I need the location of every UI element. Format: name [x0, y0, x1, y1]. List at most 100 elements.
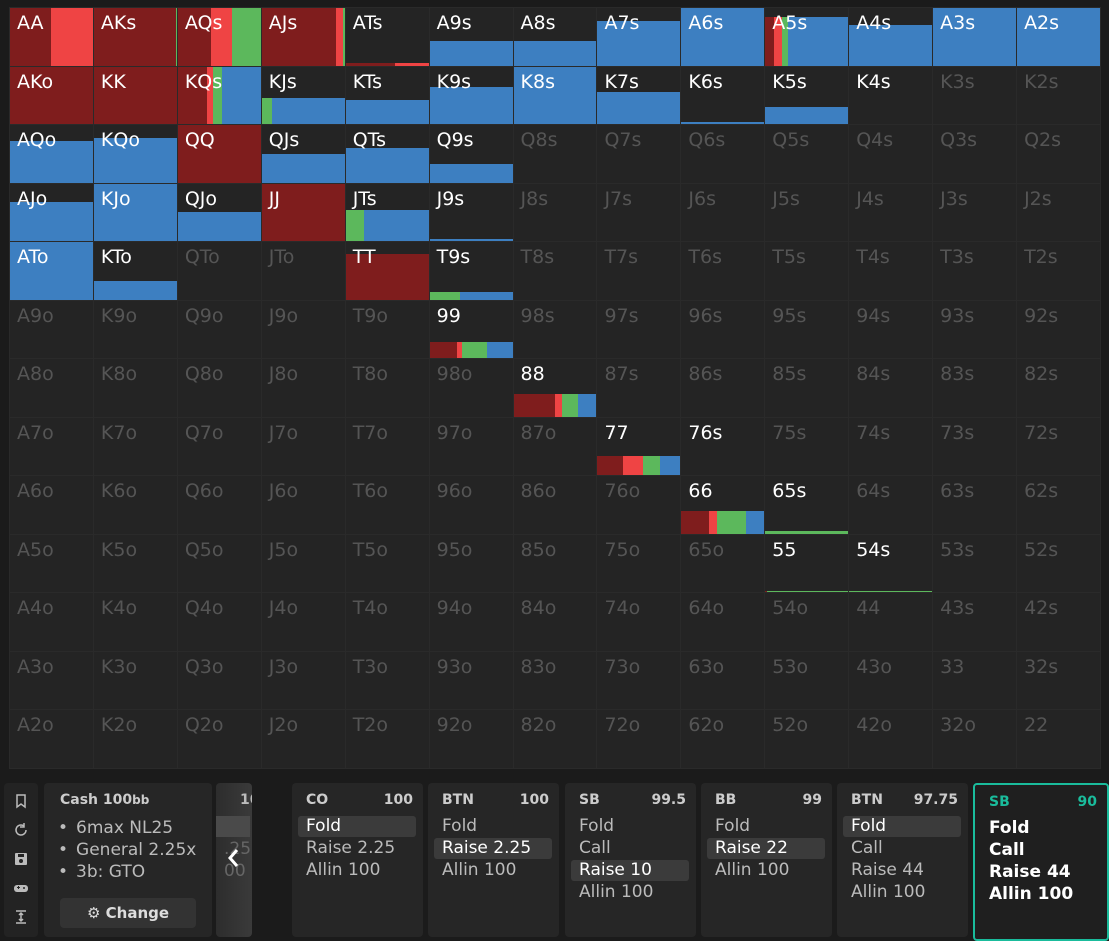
- hand-cell[interactable]: 88: [513, 359, 597, 417]
- action-option[interactable]: Allin 100: [579, 882, 654, 902]
- hand-cell[interactable]: T7o: [345, 417, 429, 476]
- hand-cell[interactable]: J7o: [261, 417, 345, 476]
- action-option[interactable]: Fold: [442, 816, 478, 836]
- gamepad-icon[interactable]: [13, 880, 29, 896]
- hand-cell[interactable]: 64o: [681, 593, 765, 651]
- action-card-bb[interactable]: BB 99 Fold Raise 22 Allin 100: [701, 783, 832, 937]
- hand-cell[interactable]: 73s: [933, 417, 1017, 476]
- hand-cell[interactable]: A5o: [10, 534, 93, 593]
- save-icon[interactable]: [13, 851, 29, 867]
- hand-cell[interactable]: AQo: [10, 125, 93, 183]
- hand-cell[interactable]: A4o: [10, 593, 93, 651]
- action-option[interactable]: Call: [851, 838, 883, 858]
- hand-cell[interactable]: T4s: [849, 242, 933, 300]
- action-card-btn[interactable]: BTN 100 Fold Raise 2.25 Allin 100: [428, 783, 559, 937]
- action-option[interactable]: Call: [579, 838, 611, 858]
- hand-cell[interactable]: J7s: [597, 183, 681, 242]
- hand-cell[interactable]: 72o: [597, 710, 681, 768]
- hand-cell[interactable]: QTo: [177, 242, 261, 300]
- hand-cell[interactable]: AJs: [261, 8, 345, 66]
- reset-icon[interactable]: [13, 822, 29, 838]
- hand-cell[interactable]: K4s: [849, 66, 933, 125]
- action-option[interactable]: Allin 100: [715, 860, 790, 880]
- action-option[interactable]: Raise 44: [851, 860, 924, 880]
- action-option[interactable]: Raise 44: [989, 862, 1071, 882]
- hand-cell[interactable]: 74o: [597, 593, 681, 651]
- hand-cell[interactable]: 52o: [765, 710, 849, 768]
- action-option[interactable]: Raise 2.25: [306, 838, 396, 858]
- hand-cell[interactable]: 65s: [765, 476, 849, 534]
- hand-cell[interactable]: A7s: [597, 8, 681, 66]
- hand-cell[interactable]: A2s: [1017, 8, 1100, 66]
- hand-cell[interactable]: 76o: [597, 476, 681, 534]
- hand-cell[interactable]: T8o: [345, 359, 429, 417]
- hand-cell[interactable]: 66: [681, 476, 765, 534]
- hand-cell[interactable]: KJo: [93, 183, 177, 242]
- hand-cell[interactable]: Q9o: [177, 300, 261, 359]
- hand-cell[interactable]: 54o: [765, 593, 849, 651]
- action-option[interactable]: Fold: [579, 816, 615, 836]
- hand-cell[interactable]: AKs: [93, 8, 177, 66]
- action-option[interactable]: Allin 100: [851, 882, 926, 902]
- hand-cell[interactable]: KJs: [261, 66, 345, 125]
- hand-cell[interactable]: AA: [10, 8, 93, 66]
- hand-cell[interactable]: 53o: [765, 651, 849, 710]
- hand-cell[interactable]: 85o: [513, 534, 597, 593]
- hand-cell[interactable]: ATs: [345, 8, 429, 66]
- hand-cell[interactable]: 53s: [933, 534, 1017, 593]
- hand-cell[interactable]: 87s: [597, 359, 681, 417]
- hand-cell[interactable]: 93s: [933, 300, 1017, 359]
- hand-cell[interactable]: 96o: [429, 476, 513, 534]
- hand-cell[interactable]: K2s: [1017, 66, 1100, 125]
- hand-cell[interactable]: Q5s: [765, 125, 849, 183]
- hand-cell[interactable]: A5s: [765, 8, 849, 66]
- hand-cell[interactable]: Q2o: [177, 710, 261, 768]
- hand-cell[interactable]: 43o: [849, 651, 933, 710]
- hand-cell[interactable]: QQ: [177, 125, 261, 183]
- hand-cell[interactable]: J8s: [513, 183, 597, 242]
- action-card-btn[interactable]: BTN 97.75 Fold Call Raise 44 Allin 100: [837, 783, 968, 937]
- hand-cell[interactable]: Q3o: [177, 651, 261, 710]
- hand-cell[interactable]: JTo: [261, 242, 345, 300]
- hand-cell[interactable]: T2s: [1017, 242, 1100, 300]
- hand-cell[interactable]: 86s: [681, 359, 765, 417]
- hand-cell[interactable]: 95o: [429, 534, 513, 593]
- hand-cell[interactable]: K6o: [93, 476, 177, 534]
- hand-cell[interactable]: J3o: [261, 651, 345, 710]
- hand-cell[interactable]: Q8s: [513, 125, 597, 183]
- hand-cell[interactable]: 96s: [681, 300, 765, 359]
- hand-cell[interactable]: J8o: [261, 359, 345, 417]
- hand-cell[interactable]: K3s: [933, 66, 1017, 125]
- hand-cell[interactable]: J5s: [765, 183, 849, 242]
- hand-cell[interactable]: 75o: [597, 534, 681, 593]
- hand-cell[interactable]: Q7s: [597, 125, 681, 183]
- hand-cell[interactable]: K5s: [765, 66, 849, 125]
- action-option[interactable]: Fold: [298, 816, 416, 837]
- hand-cell[interactable]: ATo: [10, 242, 93, 300]
- action-option[interactable]: Allin 100: [442, 860, 517, 880]
- hand-cell[interactable]: 75s: [765, 417, 849, 476]
- hand-cell[interactable]: Q4o: [177, 593, 261, 651]
- hand-cell[interactable]: T6s: [681, 242, 765, 300]
- hand-cell[interactable]: 55: [765, 534, 849, 593]
- hand-cell[interactable]: T8s: [513, 242, 597, 300]
- action-option[interactable]: Allin 100: [306, 860, 381, 880]
- hand-cell[interactable]: QJs: [261, 125, 345, 183]
- hand-cell[interactable]: K9o: [93, 300, 177, 359]
- hand-cell[interactable]: A7o: [10, 417, 93, 476]
- hand-cell[interactable]: A8s: [513, 8, 597, 66]
- hand-cell[interactable]: Q4s: [849, 125, 933, 183]
- hand-cell[interactable]: 43s: [933, 593, 1017, 651]
- hand-cell[interactable]: T4o: [345, 593, 429, 651]
- hand-cell[interactable]: Q6s: [681, 125, 765, 183]
- hand-cell[interactable]: J4o: [261, 593, 345, 651]
- hand-cell[interactable]: 44: [849, 593, 933, 651]
- hand-cell[interactable]: 22: [1017, 710, 1100, 768]
- hand-cell[interactable]: 98o: [429, 359, 513, 417]
- hand-cell[interactable]: KK: [93, 66, 177, 125]
- action-option[interactable]: Call: [989, 840, 1025, 860]
- hand-cell[interactable]: 65o: [681, 534, 765, 593]
- hand-cell[interactable]: 93o: [429, 651, 513, 710]
- hand-cell[interactable]: J4s: [849, 183, 933, 242]
- hand-cell[interactable]: J3s: [933, 183, 1017, 242]
